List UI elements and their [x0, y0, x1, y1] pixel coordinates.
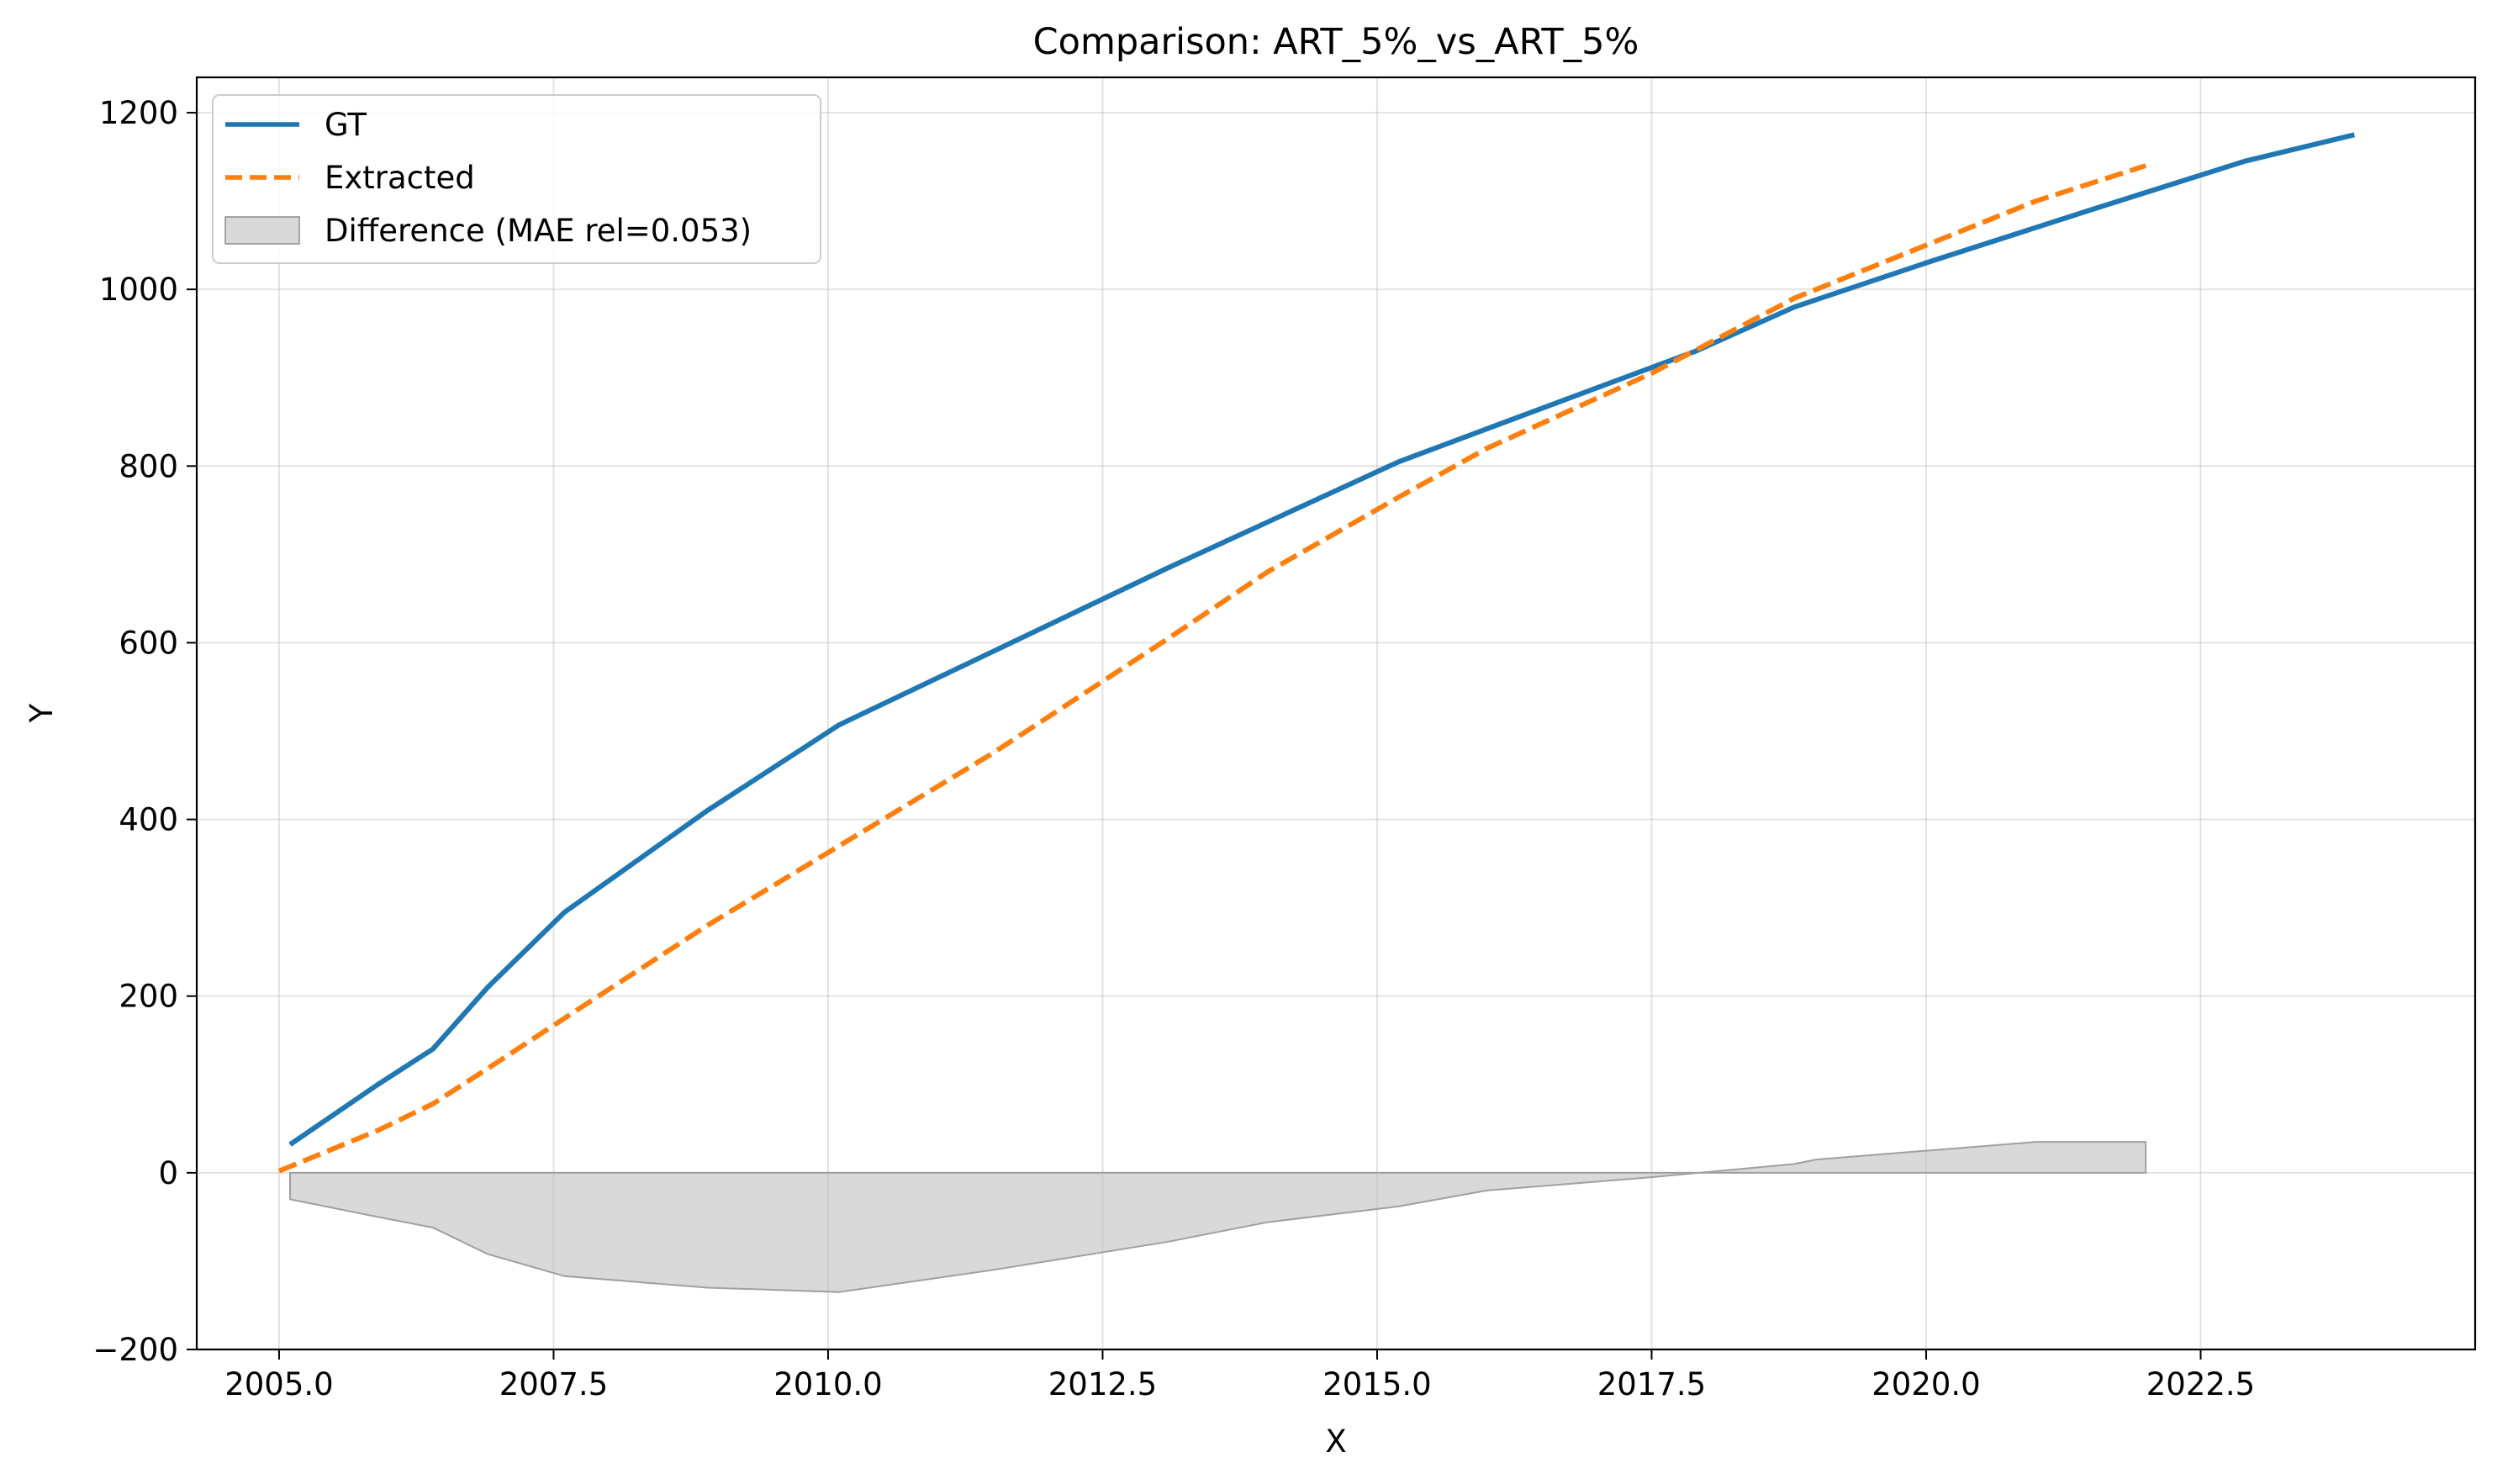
x-tick-label: 2010.0 — [773, 1366, 882, 1402]
y-tick-label: 1000 — [99, 272, 178, 308]
series-line-extracted — [277, 163, 2147, 1174]
legend-extracted-label: Extracted — [325, 160, 475, 196]
legend-gt-label: GT — [325, 107, 367, 143]
y-tick-label: −200 — [92, 1332, 178, 1368]
y-axis-ticks: −200 0 200 400 600 800 1000 1200 — [92, 95, 197, 1368]
x-tick-label: 2017.5 — [1597, 1366, 1706, 1402]
difference-area-layer — [289, 1141, 2147, 1293]
y-tick-label: 800 — [119, 448, 178, 484]
y-axis-label: Y — [24, 703, 60, 723]
x-tick-label: 2005.0 — [224, 1366, 333, 1402]
grid — [197, 77, 2475, 1350]
y-tick-label: 1200 — [99, 95, 178, 131]
x-tick-label: 2012.5 — [1048, 1366, 1157, 1402]
x-tick-label: 2007.5 — [499, 1366, 608, 1402]
y-tick-label: 600 — [119, 625, 178, 661]
y-tick-label: 400 — [119, 802, 178, 838]
legend-frame — [212, 94, 821, 264]
legend: GT Extracted Difference (MAE rel=0.053) — [212, 94, 821, 264]
legend-difference-label: Difference (MAE rel=0.053) — [325, 213, 752, 249]
series-line-gt — [288, 132, 2356, 1147]
x-tick-label: 2015.0 — [1322, 1366, 1431, 1402]
series-layer — [277, 132, 2356, 1174]
y-tick-label: 200 — [119, 979, 178, 1015]
difference-area — [289, 1141, 2147, 1293]
y-tick-label: 0 — [158, 1155, 178, 1191]
x-axis-ticks: 2005.0 2007.5 2010.0 2012.5 2015.0 2017.5 2020… — [224, 1349, 2255, 1402]
plot-frame — [195, 76, 2477, 1351]
x-tick-label: 2020.0 — [1871, 1366, 1980, 1402]
legend-difference-swatch — [224, 216, 300, 245]
plot-area-background — [197, 77, 2475, 1349]
chart-title: Comparison: ART_5%_vs_ART_5% — [1033, 21, 1639, 63]
x-tick-label: 2022.5 — [2146, 1366, 2255, 1402]
x-axis-label: X — [1325, 1423, 1346, 1460]
